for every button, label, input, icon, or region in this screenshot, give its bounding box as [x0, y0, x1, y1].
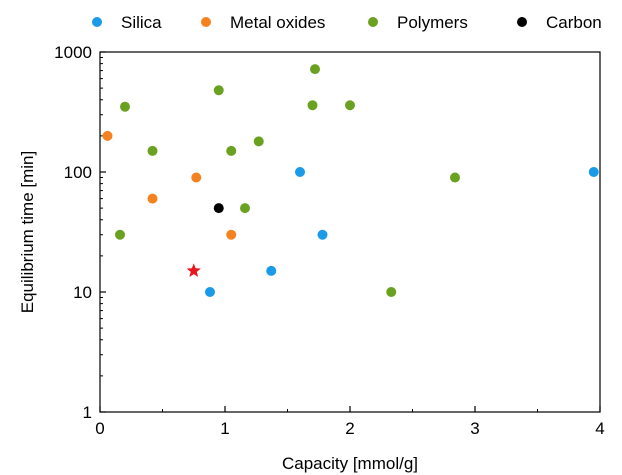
x-tick-label: 0 [95, 419, 104, 438]
polymers-point [147, 145, 158, 156]
legend-label: Silica [121, 13, 162, 32]
legend-marker [517, 17, 527, 27]
polymers-point [345, 100, 355, 111]
x-tick-label: 1 [220, 419, 229, 438]
metal-oxides-point [191, 172, 202, 183]
x-tick-label: 3 [470, 419, 479, 438]
y-tick-label: 10 [73, 283, 92, 302]
polymers-point [226, 145, 237, 156]
silica-point [295, 167, 305, 177]
polymers-point [310, 64, 320, 75]
x-tick-label: 4 [595, 419, 604, 438]
silica-point [205, 287, 215, 297]
legend-marker [92, 17, 102, 27]
silica-point [266, 265, 277, 276]
polymers-point [386, 287, 397, 297]
legend-label: Polymers [397, 13, 468, 32]
polymers-point [213, 85, 224, 96]
metal-oxides-point [226, 229, 237, 240]
x-tick-label: 2 [345, 419, 354, 438]
polymers-point [120, 101, 130, 112]
polymers-point [450, 172, 460, 183]
y-tick-label: 1000 [54, 43, 92, 62]
polymers-point [115, 229, 125, 240]
carbon-point [213, 203, 224, 214]
metal-oxides-point [102, 130, 113, 141]
y-tick-label: 1 [83, 403, 92, 422]
silica-point [588, 167, 599, 177]
polymers-point [307, 100, 318, 111]
silica-point [317, 229, 328, 240]
y-tick-label: 100 [64, 163, 92, 182]
polymers-point [253, 136, 264, 147]
polymers-point [240, 203, 250, 214]
y-axis-title: Equilibrium time [min] [18, 151, 37, 314]
x-axis-title: Capacity [mmol/g] [282, 454, 418, 473]
legend-marker [368, 17, 378, 27]
legend-label: Carbon [546, 13, 602, 32]
legend: Silica Metal oxides Polymers Carbon [92, 13, 602, 32]
data-points [102, 64, 599, 297]
plot-frame [99, 51, 601, 413]
highlight-star-point [186, 263, 201, 277]
legend-marker [201, 17, 211, 27]
metal-oxides-point [147, 193, 158, 204]
legend-label: Metal oxides [230, 13, 325, 32]
